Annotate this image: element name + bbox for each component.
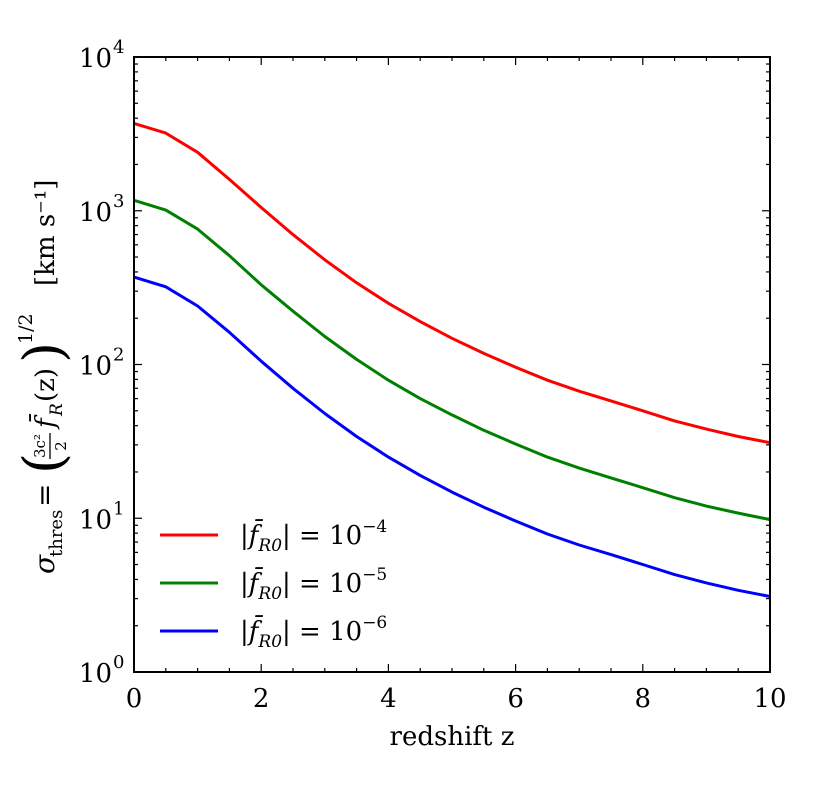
y-label-exponent: 1/2 — [15, 313, 37, 344]
x-tick-label: 8 — [635, 684, 652, 714]
x-tick-label: 4 — [380, 684, 397, 714]
series-line-1 — [133, 121, 771, 445]
y-label-f-sub: R — [47, 403, 67, 417]
series-line-2 — [133, 198, 771, 522]
y-label-sigma: σ — [28, 554, 61, 574]
y-label-frac-den: 2 — [52, 441, 70, 451]
y-label-equals: = — [28, 484, 61, 507]
x-tick-label: 6 — [507, 684, 524, 714]
x-tick-label: 10 — [753, 684, 786, 714]
y-label-rparen: ) — [12, 342, 75, 363]
series-lines — [133, 121, 771, 598]
y-tick-label-exp: 0 — [113, 652, 124, 673]
plot-frame — [133, 56, 771, 673]
y-axis-label: σ thres = ( 3c² 2 f̄ R (z) ) 1/2 [km s⁻¹… — [12, 180, 75, 574]
y-tick-label: 10 — [79, 352, 112, 382]
y-label-frac-num: 3c² — [31, 434, 49, 458]
y-tick-label-exp: 4 — [113, 37, 124, 58]
axis-ticks — [133, 56, 771, 673]
y-label-lparen: ( — [12, 453, 75, 474]
legend-label-3: |f̄R0| = 10−6 — [240, 613, 387, 652]
y-tick-label: 10 — [79, 44, 112, 74]
y-tick-label-exp: 1 — [113, 498, 124, 519]
y-tick-label-exp: 3 — [113, 191, 124, 212]
y-label-arg: (z) — [31, 368, 61, 402]
x-axis-label: redshift z — [390, 722, 515, 752]
legend-label-2: |f̄R0| = 10−5 — [240, 565, 387, 604]
x-tick-label: 0 — [126, 684, 143, 714]
y-label-units: [km s⁻¹] — [31, 180, 61, 286]
legend-label-1: |f̄R0| = 10−4 — [240, 517, 387, 556]
x-tick-label: 2 — [253, 684, 270, 714]
series-line-3 — [133, 275, 771, 598]
y-tick-label: 10 — [79, 198, 112, 228]
y-tick-label: 10 — [79, 505, 112, 535]
legend: |f̄R0| = 10−4 |f̄R0| = 10−5 |f̄R0| = 10−6 — [160, 517, 387, 652]
y-label-sigma-sub: thres — [46, 510, 67, 557]
y-tick-label-exp: 2 — [113, 345, 124, 366]
y-tick-label: 10 — [79, 659, 112, 689]
